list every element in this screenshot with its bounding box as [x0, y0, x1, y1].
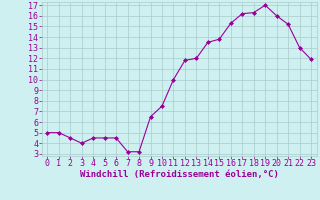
X-axis label: Windchill (Refroidissement éolien,°C): Windchill (Refroidissement éolien,°C): [80, 170, 279, 179]
